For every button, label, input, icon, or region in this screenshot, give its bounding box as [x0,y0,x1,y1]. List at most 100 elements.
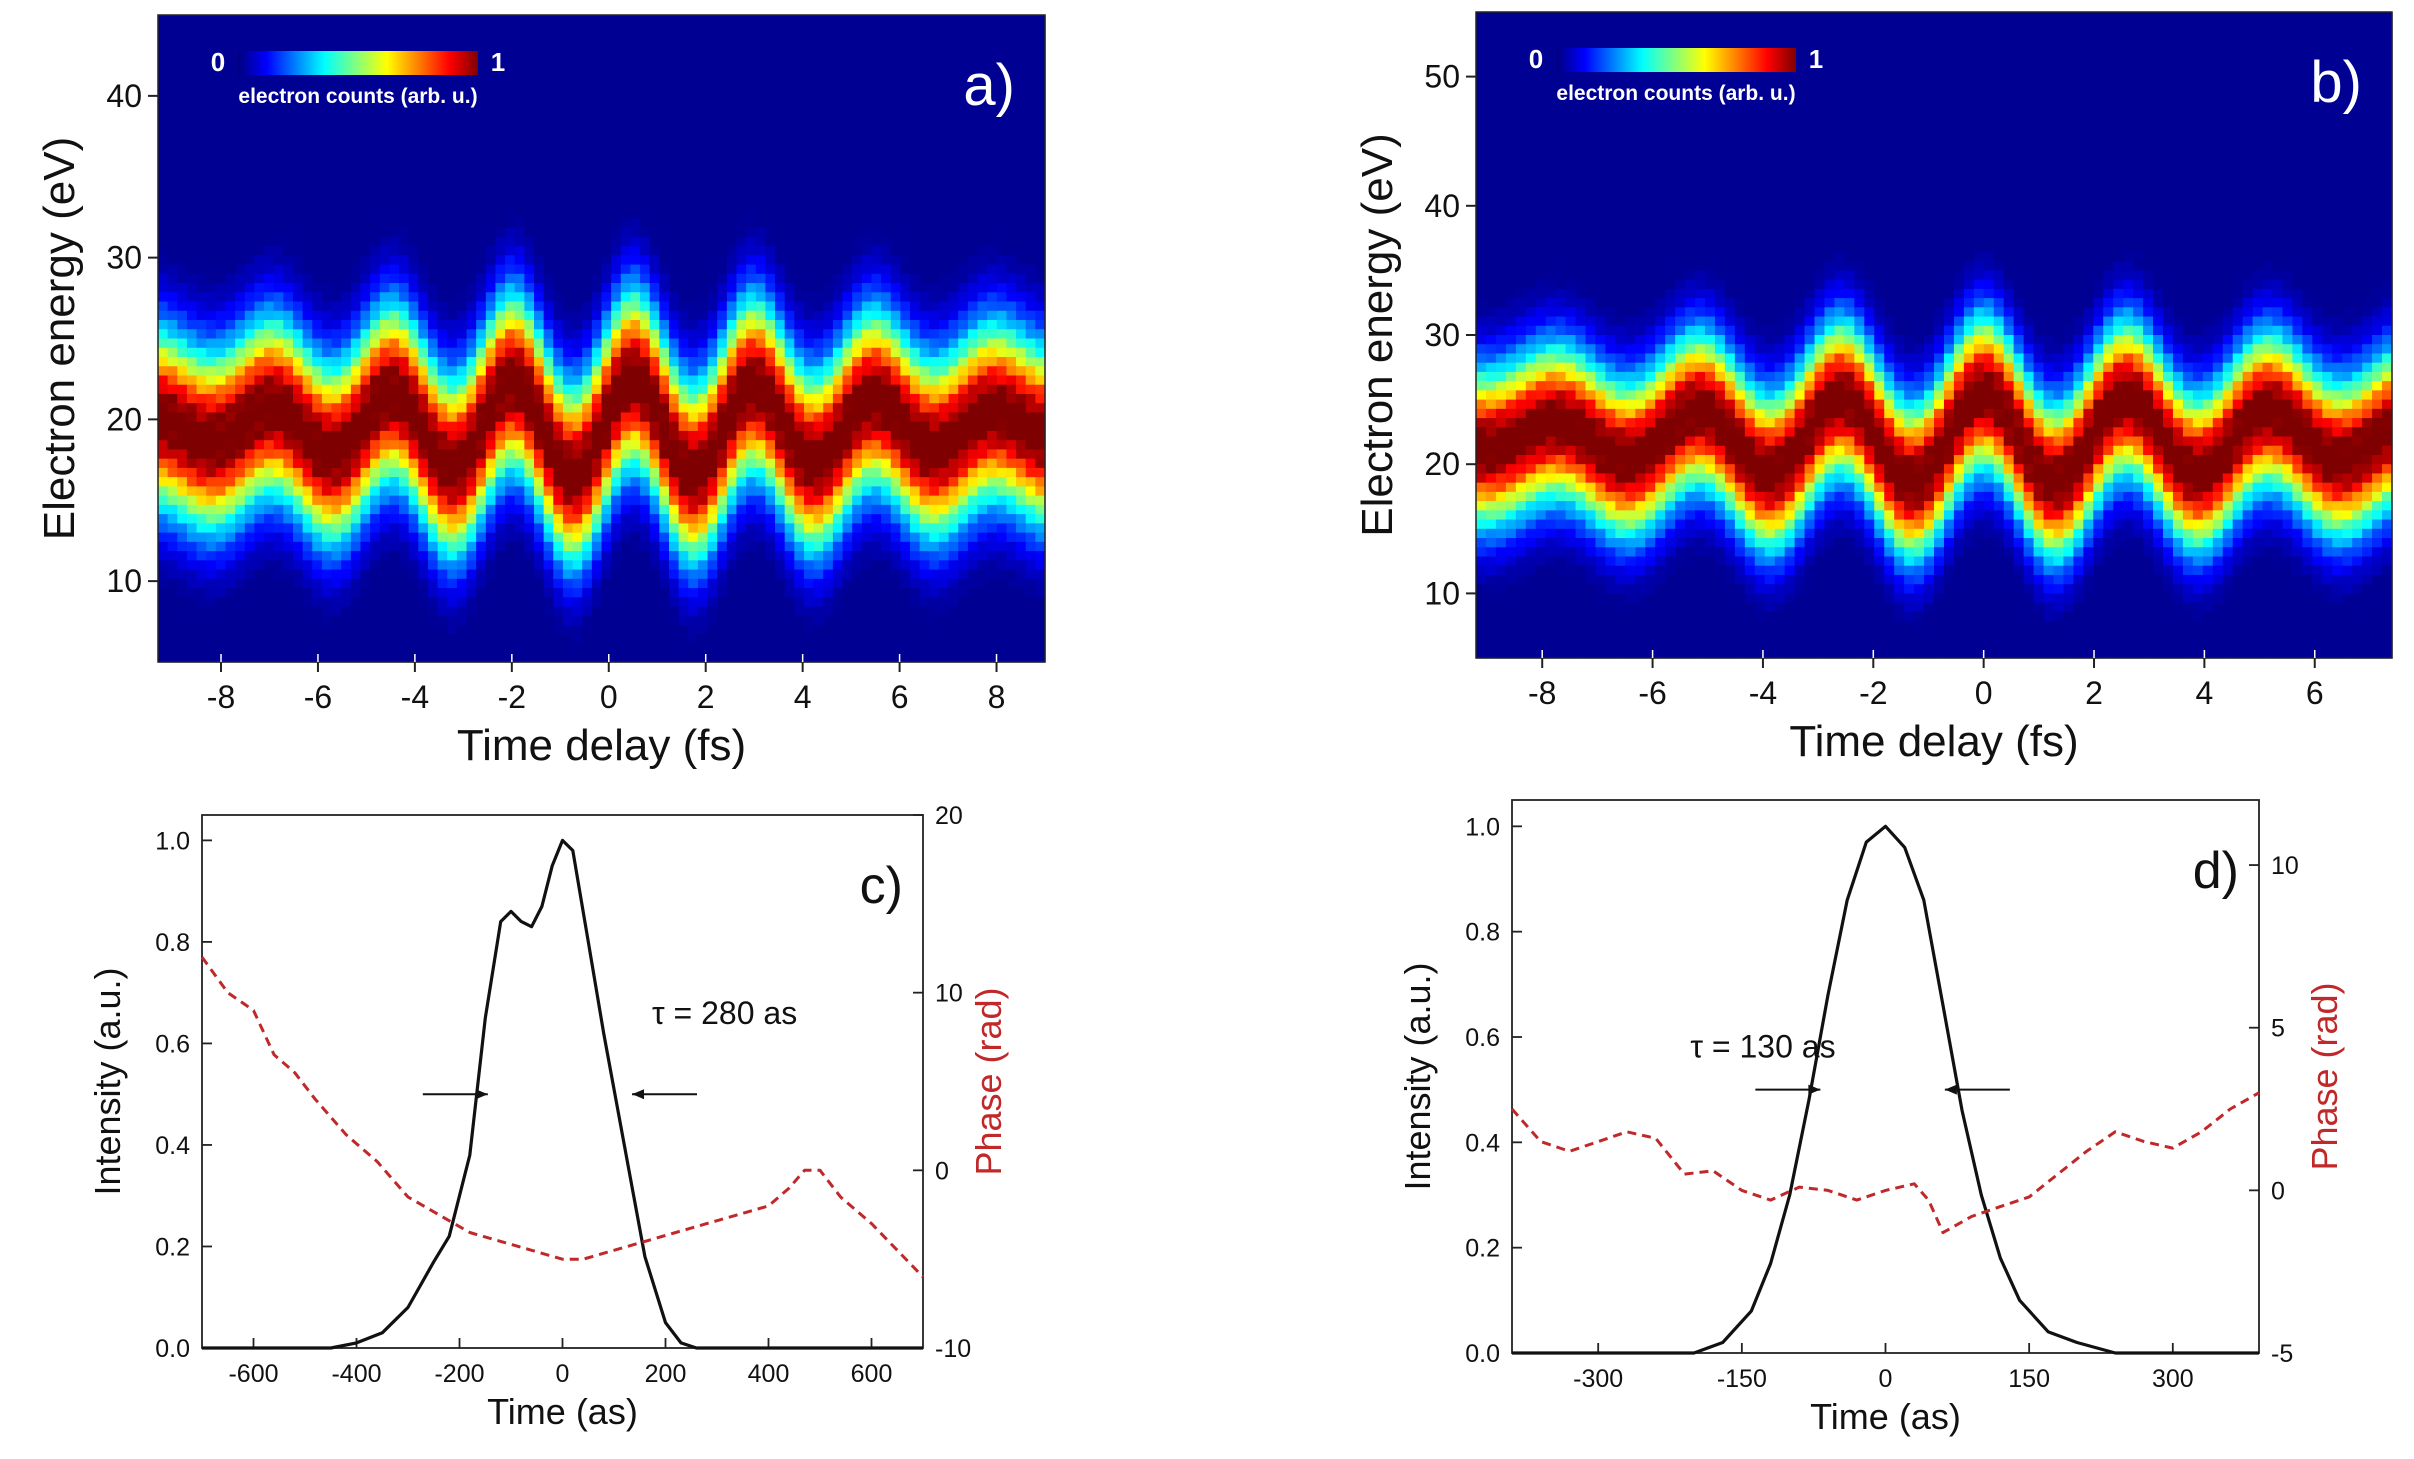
heatmap-cell [611,116,622,127]
heatmap-cell [341,652,352,663]
heatmap-cell [736,88,747,99]
heatmap-cell [582,495,593,506]
heatmap-cell [196,236,207,247]
heatmap-cell [408,356,419,367]
heatmap-cell [418,283,429,293]
heatmap-cell [640,430,651,441]
heatmap-cell [842,135,853,145]
heatmap-cell [717,162,728,173]
heatmap-cell [611,227,622,238]
heatmap-cell [582,199,593,210]
heatmap-cell [813,209,824,219]
heatmap-cell [649,514,660,524]
heatmap-cell [158,514,169,524]
heatmap-cell [717,33,728,44]
heatmap-cell [186,338,198,349]
heatmap-cell [206,356,217,367]
heatmap-cell [225,255,236,266]
heatmap-cell [283,181,294,192]
heatmap-cell [591,486,603,497]
heatmap-cell [215,560,227,571]
heatmap-cell [283,88,294,99]
heatmap-cell [456,301,468,312]
heatmap-cell [360,393,371,404]
heatmap-cell [427,449,439,460]
heatmap-cell [302,412,313,423]
heatmap-cell [292,467,304,478]
heatmap-cell [794,532,805,543]
heatmap-cell [196,588,207,598]
heatmap-cell [726,283,738,293]
heatmap-cell [707,172,718,182]
heatmap-cell [755,504,766,515]
heatmap-cell [283,514,294,524]
heatmap-cell [225,310,236,321]
heatmap-cell [254,393,265,404]
heatmap-cell [775,504,786,515]
heatmap-cell [350,606,362,617]
heatmap-cell [302,153,313,164]
heatmap-cell [302,375,313,386]
heatmap-cell [842,98,853,109]
heatmap-cell [668,144,680,155]
heatmap-cell [717,477,728,487]
heatmap-cell [534,88,545,99]
heatmap-cell [437,153,448,164]
heatmap-cell [823,153,834,164]
heatmap-cell [244,430,256,441]
heatmap-cell [331,116,342,127]
heatmap-cell [562,356,574,367]
heatmap-cell [206,615,217,626]
heatmap-cell [659,551,670,561]
heatmap-cell [534,615,545,626]
heatmap-cell [726,33,738,44]
heatmap-cell [582,625,593,635]
heatmap-cell [524,412,535,423]
heatmap-cell [466,15,477,25]
heatmap-cell [167,98,178,109]
heatmap-cell [765,236,776,247]
heatmap-cell [611,356,622,367]
heatmap-cell [302,514,313,524]
heatmap-cell [601,61,612,72]
heatmap-cell [620,88,632,99]
heatmap-cell [717,532,728,543]
heatmap-cell [360,246,371,256]
heatmap-cell [495,523,506,534]
heatmap-cell [399,449,410,460]
heatmap-cell [447,320,458,330]
heatmap-cell [389,347,400,358]
heatmap-cell [562,366,574,377]
heatmap-cell [177,523,188,534]
heatmap-cell [447,551,458,561]
heatmap-cell [707,375,718,386]
heatmap-cell [524,421,535,432]
heatmap-cell [505,209,516,219]
heatmap-cell [254,643,265,654]
heatmap-cell [350,209,362,219]
heatmap-cell [437,98,448,109]
heatmap-cell [196,162,207,173]
heatmap-cell [611,273,622,284]
heatmap-cell [707,597,718,608]
heatmap-cell [620,560,632,571]
heatmap-cell [591,403,603,414]
heatmap-cell [678,634,689,645]
heatmap-cell [331,209,342,219]
heatmap-cell [215,283,227,293]
heatmap-cell [283,347,294,358]
heatmap-cell [668,430,680,441]
heatmap-cell [591,301,603,312]
heatmap-cell [553,51,564,62]
heatmap-cell [832,625,844,635]
heatmap-cell [264,301,275,312]
heatmap-cell [360,162,371,173]
heatmap-cell [659,264,670,275]
heatmap-cell [755,246,766,256]
heatmap-cell [649,560,660,571]
heatmap-cell [505,283,516,293]
heatmap-cell [505,384,516,395]
heatmap-cell [485,144,497,155]
heatmap-cell [389,283,400,293]
heatmap-cell [562,246,574,256]
